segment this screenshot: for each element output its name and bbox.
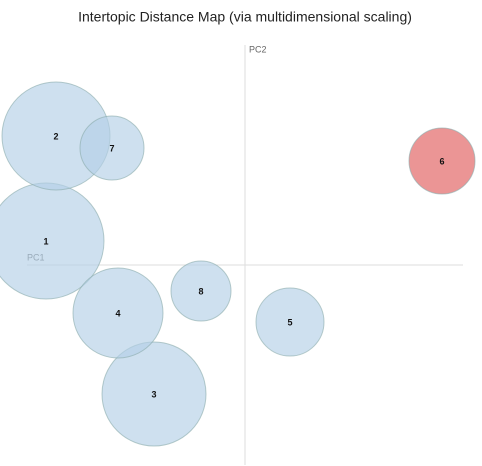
topic-label: 7	[109, 143, 114, 153]
topic-label: 5	[287, 317, 292, 327]
topic-label: 2	[53, 131, 58, 141]
topic-bubble	[101, 341, 207, 447]
topic-label: 4	[115, 308, 120, 318]
chart-title: Intertopic Distance Map (via multidimens…	[78, 9, 412, 25]
topic-label: 1	[43, 236, 48, 246]
topic-bubble	[170, 260, 232, 322]
topic-bubble	[255, 287, 325, 357]
topic-bubble	[408, 127, 476, 195]
y-axis-label: PC2	[249, 44, 267, 54]
topic-label: 8	[198, 286, 203, 296]
topic-bubble	[79, 115, 145, 181]
topic-label: 6	[439, 156, 444, 166]
topic-bubble	[72, 267, 164, 359]
topic-label: 3	[151, 389, 156, 399]
